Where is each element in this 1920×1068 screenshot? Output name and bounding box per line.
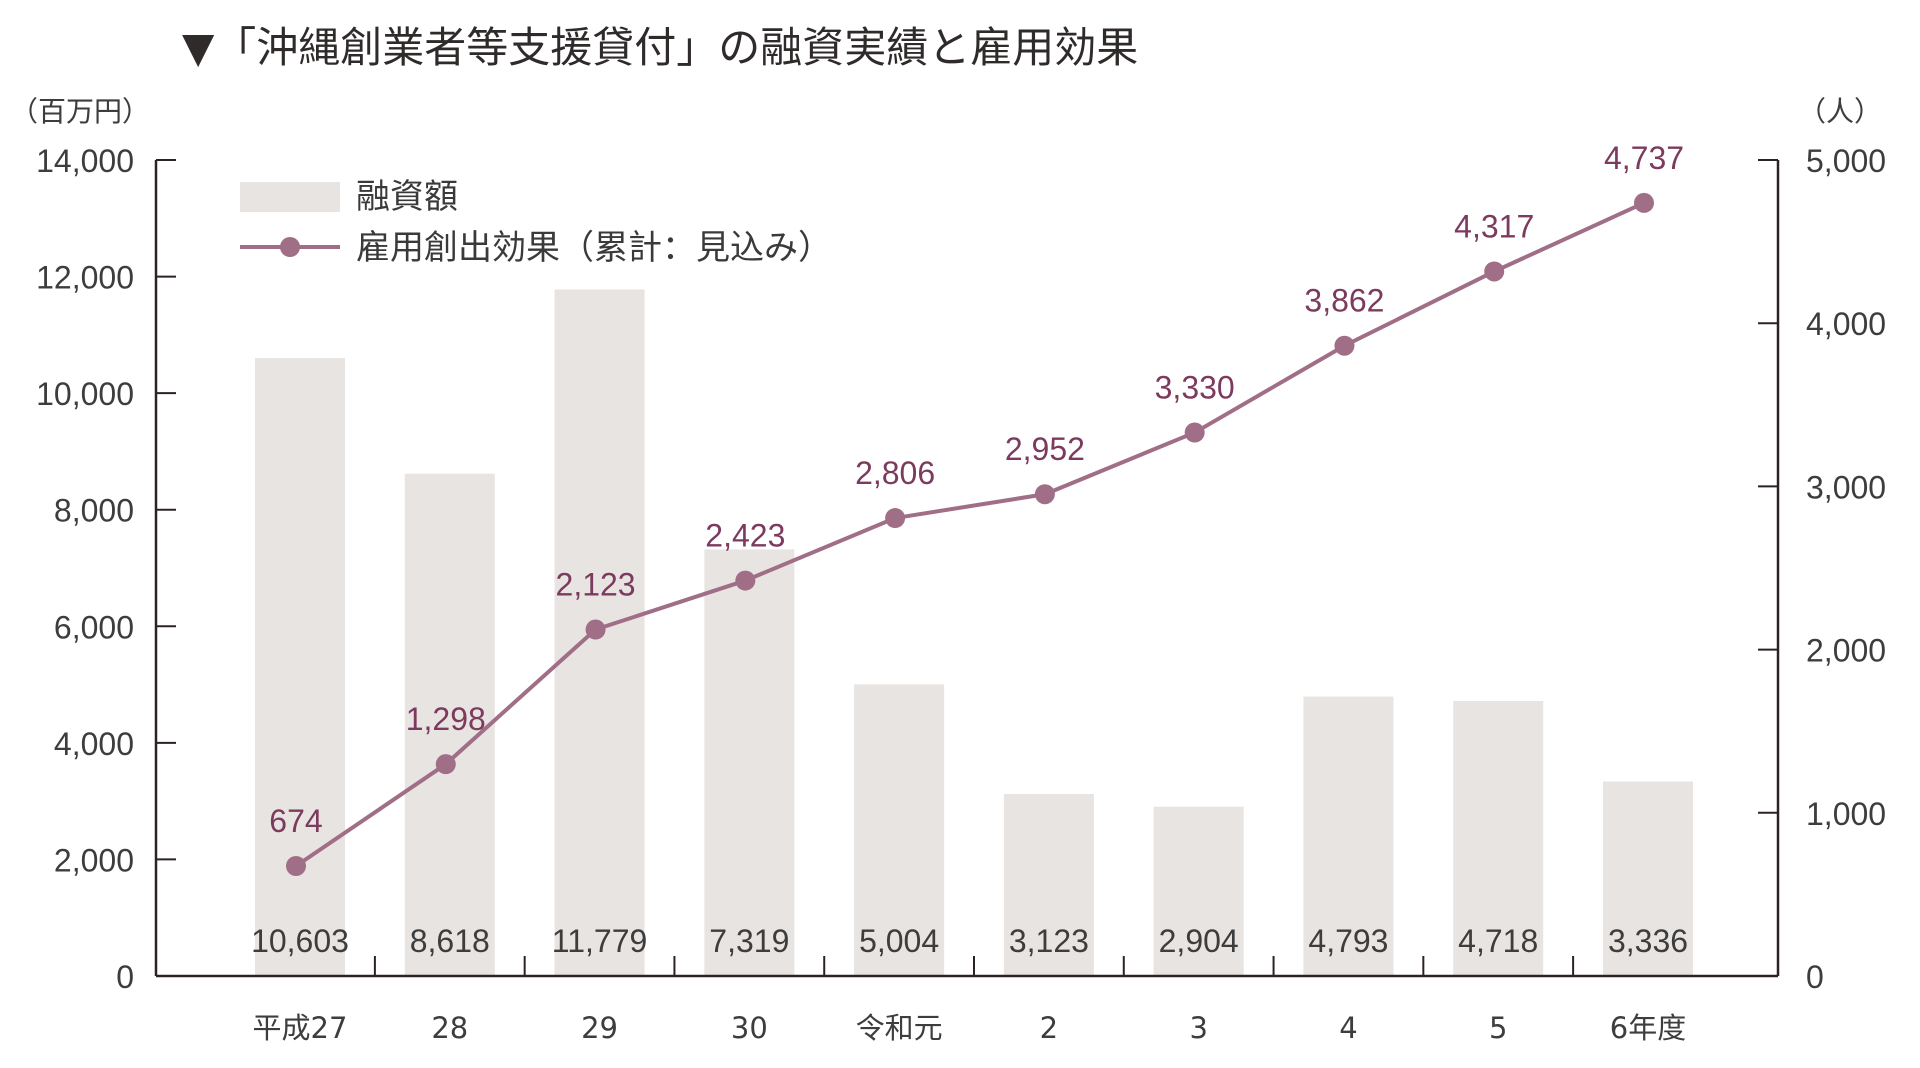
bar — [404, 473, 495, 976]
bar — [704, 549, 795, 976]
bar — [1003, 793, 1094, 976]
bar — [1153, 806, 1244, 976]
axes — [154, 160, 1780, 978]
bar-value-label: 4,793 — [1308, 923, 1388, 959]
bar — [1603, 781, 1693, 976]
right-axis-ticks: 0 1,000 2,000 3,000 4,000 5,000 — [1758, 143, 1886, 995]
bar-value-label: 3,123 — [1009, 923, 1089, 959]
category-label: 5 — [1489, 1011, 1507, 1045]
line-value-label: 1,298 — [406, 701, 486, 737]
right-axis-unit: （人） — [1798, 95, 1882, 128]
line-series: 674 1,298 2,123 2,423 2,806 2,952 3,330 3,862 4,… — [269, 140, 1684, 877]
line-value-label: 3,862 — [1304, 283, 1384, 319]
right-tick-label: 5,000 — [1806, 143, 1886, 179]
bar — [854, 684, 945, 976]
bar — [255, 357, 345, 976]
line-marker — [885, 508, 906, 529]
category-label: 29 — [581, 1011, 618, 1045]
left-tick-label: 8,000 — [54, 493, 134, 529]
bar-series: 10,603 8,618 11,779 7,319 5,004 3,123 2,904 4,7… — [251, 289, 1693, 976]
line-value-label: 2,952 — [1005, 431, 1085, 467]
left-axis-unit: （百万円） — [10, 95, 150, 128]
line-marker — [1634, 192, 1654, 213]
left-tick-label: 4,000 — [54, 726, 134, 762]
bar-value-label: 2,904 — [1159, 923, 1239, 959]
left-axis-ticks: 0 2,000 4,000 6,000 8,000 10,000 12,000 14,000 — [36, 143, 176, 995]
line-value-label: 4,317 — [1454, 208, 1534, 244]
left-tick-label: 10,000 — [36, 376, 134, 412]
right-tick-label: 0 — [1806, 959, 1824, 995]
line-marker — [1484, 261, 1505, 282]
left-tick-label: 2,000 — [54, 842, 134, 878]
line-path — [294, 201, 1645, 868]
category-label: 4 — [1339, 1011, 1357, 1045]
line-value-label: 2,123 — [556, 567, 636, 603]
legend-line-marker — [280, 237, 300, 257]
legend-bar-label: 融資額 — [356, 177, 458, 217]
line-marker — [585, 619, 606, 640]
bar-value-label: 8,618 — [410, 923, 490, 959]
left-tick-label: 14,000 — [36, 143, 134, 179]
line-marker — [1034, 484, 1055, 505]
category-label: 6年度 — [1610, 1011, 1686, 1045]
bar-value-label: 10,603 — [251, 923, 349, 959]
line-marker — [1334, 335, 1355, 356]
left-tick-label: 12,000 — [36, 260, 134, 296]
category-label: 平成27 — [253, 1011, 348, 1045]
bar-value-label: 3,336 — [1608, 923, 1688, 959]
bar — [1303, 696, 1394, 976]
line-marker — [1184, 422, 1205, 443]
right-tick-label: 1,000 — [1806, 796, 1886, 832]
line-marker — [435, 754, 456, 775]
bar-value-label: 11,779 — [552, 923, 648, 959]
category-label: 2 — [1040, 1011, 1058, 1045]
line-value-label: 2,806 — [855, 455, 935, 491]
line-marker — [286, 856, 306, 877]
legend: 融資額 雇用創出効果（累計：見込み） — [240, 177, 832, 268]
bar — [1453, 701, 1544, 976]
category-label: 3 — [1189, 1011, 1207, 1045]
left-tick-label: 0 — [116, 959, 134, 995]
legend-bar-swatch — [240, 182, 340, 212]
chart-title: ▼「沖縄創業者等支援貸付」の融資実績と雇用効果 — [182, 23, 1138, 72]
line-value-label: 4,737 — [1604, 140, 1684, 176]
bar-value-label: 5,004 — [859, 923, 939, 959]
bar-value-label: 4,718 — [1458, 923, 1538, 959]
category-label: 令和元 — [856, 1011, 943, 1045]
line-value-label: 3,330 — [1155, 370, 1235, 406]
category-label: 28 — [431, 1011, 468, 1045]
left-tick-label: 6,000 — [54, 609, 134, 645]
right-tick-label: 4,000 — [1806, 306, 1886, 342]
category-label: 30 — [731, 1011, 768, 1045]
category-axis-ticks: 平成27 28 29 30 令和元 2 3 4 5 6年度 — [253, 956, 1686, 1045]
line-value-label: 674 — [269, 803, 322, 839]
right-tick-label: 3,000 — [1806, 469, 1886, 505]
right-tick-label: 2,000 — [1806, 633, 1886, 669]
line-marker — [735, 570, 756, 591]
bar-value-label: 7,319 — [709, 923, 789, 959]
line-value-label: 2,423 — [705, 518, 785, 554]
legend-line-label: 雇用創出効果（累計：見込み） — [356, 228, 832, 268]
